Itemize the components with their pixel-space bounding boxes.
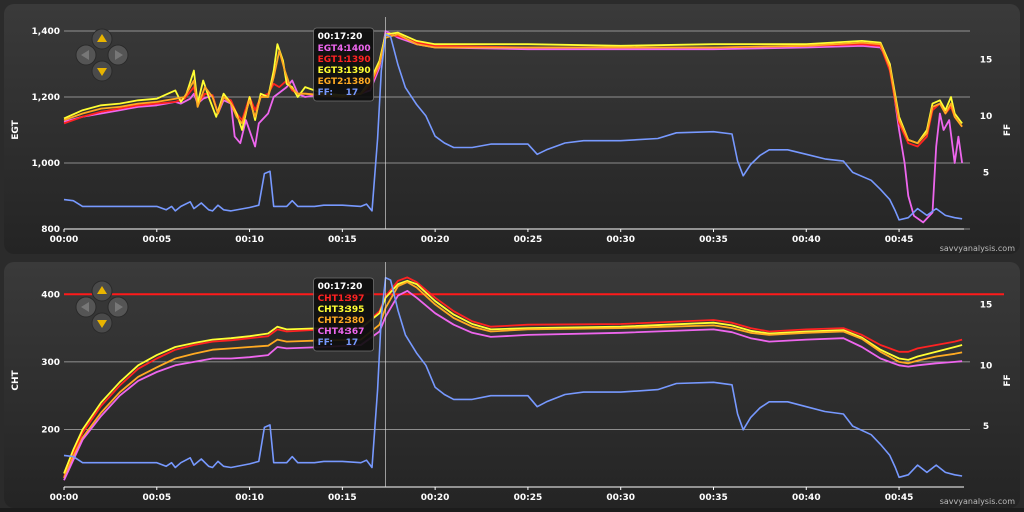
arrow-right-icon <box>115 50 123 60</box>
cht-tooltip-time: 00:17:20 <box>318 282 363 292</box>
cht-tooltip-value: 397 <box>346 294 365 304</box>
egt-y2-axis-label: FF <box>1003 124 1013 136</box>
cht-x-tick-label: 00:00 <box>50 493 79 503</box>
egt-tooltip-time: 00:17:20 <box>318 32 363 42</box>
cht-pan-up-button[interactable] <box>91 280 113 302</box>
cht-series-cht2-line <box>63 281 963 479</box>
egt-y2-tick-label: 15 <box>980 55 993 65</box>
egt-tooltip-label: EGT1: <box>318 55 347 65</box>
cht-series-cht1-line <box>63 276 963 478</box>
egt-tooltip-background <box>313 27 374 102</box>
egt-x-tick-label: 00:00 <box>50 235 79 245</box>
arrow-right-icon <box>115 302 123 312</box>
egt-x-tick-label: 00:20 <box>421 235 450 245</box>
egt-x-tick-label: 00:10 <box>235 235 264 245</box>
cht-tooltip-value: 395 <box>346 305 365 315</box>
cht-tooltip-value: 380 <box>346 316 365 326</box>
cht-x-tick-label: 00:25 <box>514 493 543 503</box>
cht-series-cht4-line <box>63 290 963 481</box>
cht-x-tick-label: 00:15 <box>328 493 357 503</box>
egt-tooltip-value: 1400 <box>346 44 371 54</box>
cht-x-tick-label: 00:35 <box>699 493 728 503</box>
egt-tooltip-label: EGT3: <box>318 66 347 76</box>
cht-tooltip-label: CHT2: <box>318 316 348 326</box>
egt-y-tick-label: 800 <box>41 225 60 235</box>
egt-x-tick-label: 00:15 <box>328 235 357 245</box>
cht-x-tick-label: 00:30 <box>606 493 635 503</box>
egt-series-egt2-line <box>63 33 963 145</box>
arrow-down-icon <box>97 320 107 328</box>
cht-tooltip-label: CHT3: <box>318 305 348 315</box>
cht-pan-down-button[interactable] <box>91 312 113 334</box>
cht-pan-control <box>75 280 129 334</box>
arrow-left-icon <box>81 302 89 312</box>
cht-y2-tick-label: 5 <box>983 422 989 432</box>
egt-y-tick-label: 1,000 <box>32 159 60 169</box>
egt-x-tick-label: 00:40 <box>792 235 821 245</box>
cht-x-tick-label: 00:20 <box>421 493 450 503</box>
egt-chart-panel: 800 1,000 1,200 1,400 5 10 15 00:00 00:05 00:10 00… <box>4 4 1020 254</box>
egt-y-tick-label: 1,400 <box>32 27 60 37</box>
cht-tooltip-value: 367 <box>346 327 365 337</box>
egt-y-axis-label: EGT <box>11 119 21 139</box>
egt-x-tick-label: 00:35 <box>699 235 728 245</box>
cht-y-tick-label: 200 <box>41 426 60 436</box>
cht-tooltip-label: CHT4: <box>318 327 348 337</box>
cht-y-tick-label: 300 <box>41 358 60 368</box>
cht-y2-axis-label: FF <box>1003 374 1013 386</box>
cht-chart[interactable]: 200 300 400 5 10 15 00:00 00:05 00:10 00:15 00:20 0… <box>4 262 1020 508</box>
egt-pan-control <box>75 28 129 82</box>
egt-pan-right-button[interactable] <box>107 44 129 66</box>
egt-x-tick-label: 00:45 <box>885 235 914 245</box>
egt-chart[interactable]: 800 1,000 1,200 1,400 5 10 15 00:00 00:05 00:10 00… <box>4 4 1020 254</box>
egt-tooltip-value: 1390 <box>346 55 371 65</box>
arrow-down-icon <box>97 68 107 76</box>
cht-y-axis-label: CHT <box>11 370 21 391</box>
cht-x-tick-label: 00:40 <box>792 493 821 503</box>
arrow-left-icon <box>81 50 89 60</box>
egt-pan-up-button[interactable] <box>91 28 113 50</box>
egt-x-tick-label: 00:05 <box>142 235 171 245</box>
egt-tooltip-label: FF: <box>318 88 333 98</box>
cht-tooltip-label: FF: <box>318 338 333 348</box>
egt-series-egt4-line <box>63 30 963 224</box>
cht-y-tick-label: 400 <box>41 290 60 300</box>
cht-y2-tick-label: 15 <box>980 300 993 310</box>
egt-tooltip-label: EGT4: <box>318 44 347 54</box>
egt-pan-down-button[interactable] <box>91 60 113 82</box>
egt-tooltip-value: 17 <box>346 88 359 98</box>
cht-tooltip-label: CHT1: <box>318 294 348 304</box>
cht-tooltip-value: 17 <box>346 338 359 348</box>
egt-tooltip: 00:17:20EGT4:1400EGT1:1390EGT3:1390EGT2:… <box>313 27 374 102</box>
cht-x-tick-label: 00:45 <box>885 493 914 503</box>
egt-x-tick-label: 00:30 <box>606 235 635 245</box>
cht-tooltip: 00:17:20 CHT1:397CHT3:395CHT2:380CHT4:367… <box>313 277 374 352</box>
cht-series-cht3-line <box>63 279 963 474</box>
egt-series-ff-line <box>63 33 963 221</box>
egt-series-egt1-line <box>63 33 963 148</box>
arrow-up-icon <box>97 286 107 294</box>
cht-pan-right-button[interactable] <box>107 296 129 318</box>
egt-y-tick-label: 1,200 <box>32 93 60 103</box>
cht-series-ff-line <box>63 276 963 479</box>
egt-tooltip-value: 1390 <box>346 66 371 76</box>
egt-pan-left-button[interactable] <box>75 44 97 66</box>
egt-y2-tick-label: 5 <box>983 168 989 178</box>
arrow-up-icon <box>97 34 107 42</box>
egt-tooltip-label: EGT2: <box>318 77 347 87</box>
cht-pan-left-button[interactable] <box>75 296 97 318</box>
egt-credit-text: savvyanalysis.com <box>940 244 1016 253</box>
egt-y2-tick-label: 10 <box>980 112 993 122</box>
egt-tooltip-value: 1380 <box>346 77 371 87</box>
cht-credit-text: savvyanalysis.com <box>940 497 1016 506</box>
egt-x-tick-label: 00:25 <box>514 235 543 245</box>
cht-y2-tick-label: 10 <box>980 361 993 371</box>
cht-chart-panel: 200 300 400 5 10 15 00:00 00:05 00:10 00:15 00:20 0… <box>4 262 1020 508</box>
cht-x-tick-label: 00:05 <box>142 493 171 503</box>
cht-tooltip-background <box>313 277 374 352</box>
bottom-toolbar-strip <box>0 508 1024 512</box>
cht-x-tick-label: 00:10 <box>235 493 264 503</box>
